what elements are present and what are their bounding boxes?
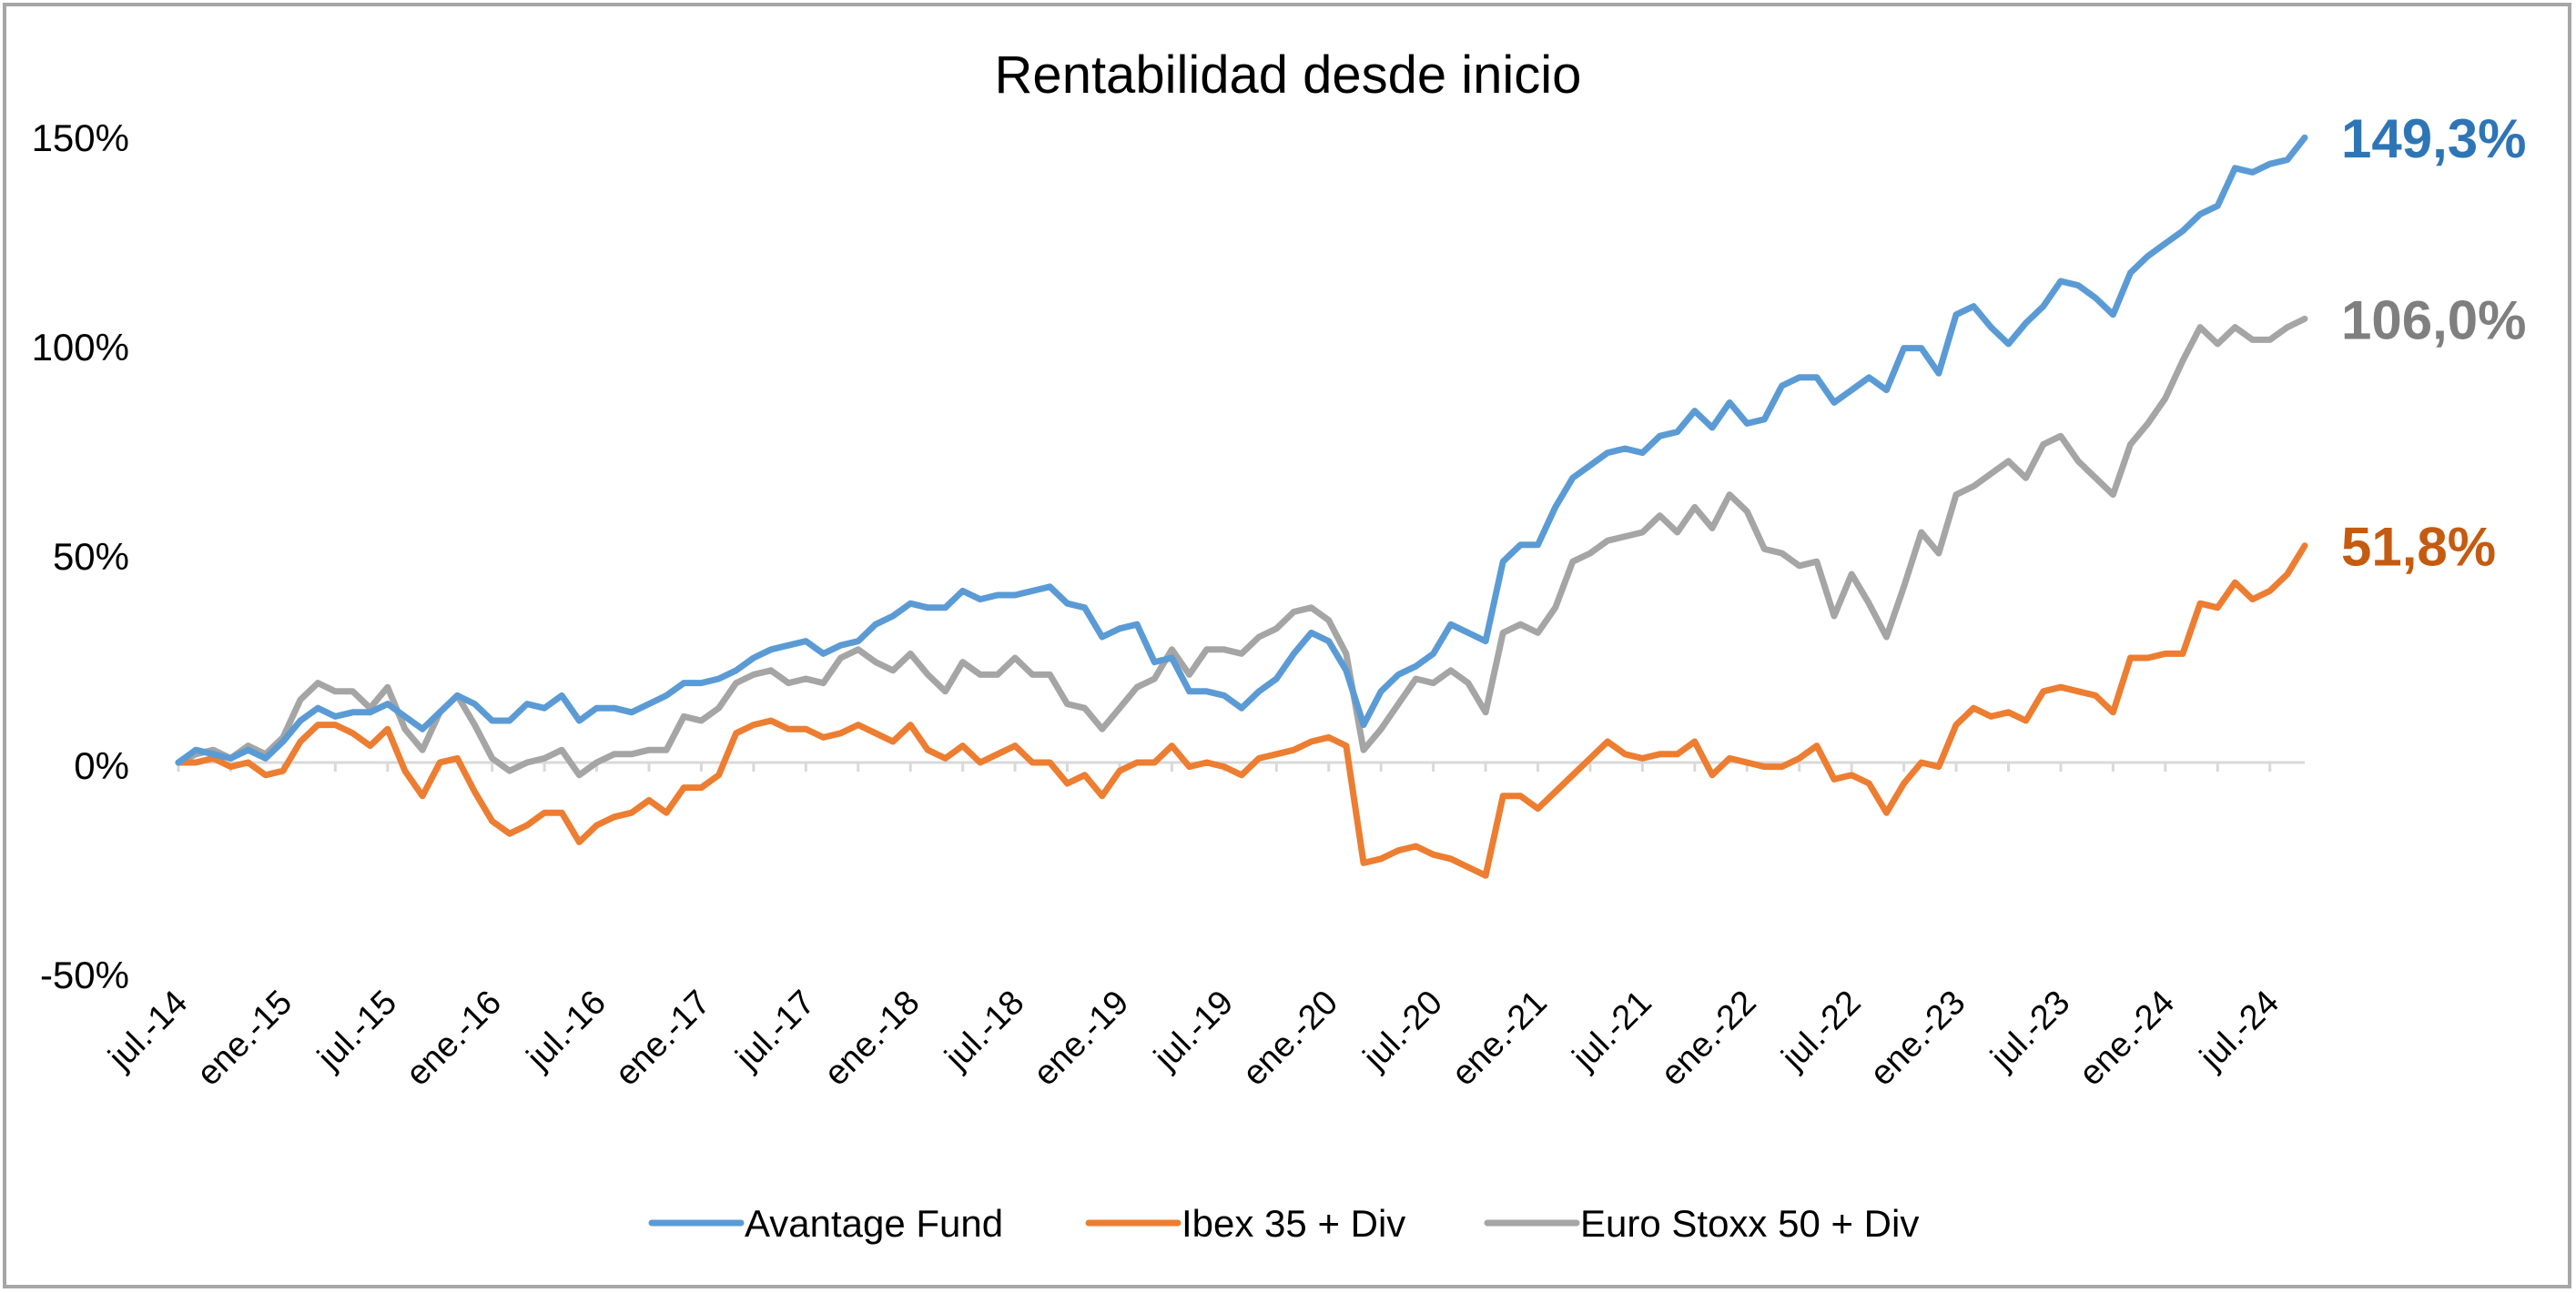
end-value-label: 149,3% [2341,108,2527,169]
y-tick-label: 50% [53,535,129,578]
end-value-label: 51,8% [2341,517,2496,578]
series-line-1 [175,542,2308,879]
chart-title: Rentabilidad desde inicio [995,45,1582,105]
y-tick-label: -50% [40,954,129,996]
end-labels: 149,3% 51,8% 106,0% [2341,108,2527,578]
y-tick-label: 0% [74,744,129,787]
legend-label: Avantage Fund [745,1202,1003,1245]
chart-border [3,3,2571,1288]
end-value-label: 106,0% [2341,289,2527,350]
legend-label: Euro Stoxx 50 + Div [1580,1202,1919,1245]
y-tick-label: 100% [32,326,129,369]
series-line-0 [175,134,2308,766]
legend-label: Ibex 35 + Div [1182,1202,1405,1245]
series-line-2 [175,315,2308,779]
legend: Avantage Fund Ibex 35 + Div Euro Stoxx 50 … [648,1202,1919,1245]
y-axis-labels: 150% 100% 50% 0% -50% [32,116,129,996]
y-tick-label: 150% [32,116,129,159]
series-layer [175,134,2308,879]
